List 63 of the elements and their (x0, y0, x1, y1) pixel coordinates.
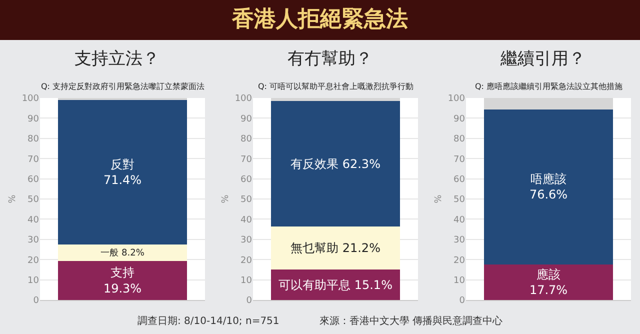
data-label: 19.3% (103, 281, 142, 296)
y-tick-label: 60 (28, 174, 40, 185)
text: 一般 8.2% (100, 248, 144, 259)
bar (271, 98, 400, 101)
y-tick-label: 100 (22, 94, 40, 104)
text: 香港人拒絕緊急法 (0, 0, 640, 40)
y-tick-label: 20 (454, 256, 466, 266)
text: 有反效果 62.3% (290, 156, 380, 171)
y-tick-label: 50 (454, 195, 466, 206)
series-label: 應該 (536, 267, 560, 282)
bar (271, 226, 400, 270)
series-label: 支持 (110, 266, 134, 280)
bar (58, 244, 187, 262)
data-label: 76.6% (529, 188, 568, 202)
y-tick-label: 10 (454, 276, 466, 286)
y-tick-label: 80 (454, 134, 466, 145)
data-label: 71.4% (103, 173, 142, 188)
text: 來源：香港中文大學 傳播與民意調查中心 (319, 314, 502, 329)
chart-title: 繼續引用？ (500, 49, 586, 70)
y-tick-label: 50 (28, 195, 40, 206)
y-tick-label: 40 (240, 215, 252, 226)
chart-title: 有冇幫助？ (288, 49, 373, 70)
bar (484, 98, 613, 110)
bar (58, 261, 187, 300)
y-tick-label: 0 (246, 296, 252, 306)
data-label: 17.7% (529, 282, 568, 297)
y-tick-label: 70 (28, 154, 40, 165)
chart-subtitle: Q: 應唔應該繼續引用緊急法設立其他措施 (475, 82, 623, 91)
y-tick-label: 100 (448, 94, 466, 104)
text: 無乜幫助 21.2% (290, 241, 380, 256)
y-tick-label: 100 (234, 94, 252, 104)
y-tick-label: 10 (240, 276, 252, 286)
y-tick-label: 70 (454, 154, 466, 165)
y-axis-title: % (434, 194, 444, 204)
text: 調查日期: 8/10-14/10; n=751 (138, 314, 280, 329)
y-tick-label: 40 (454, 215, 466, 226)
series-label: 反對 (110, 158, 134, 172)
chart-subtitle: Q: 支持定反對政府引用緊急法嚟訂立禁蒙面法 (41, 82, 205, 91)
y-tick-label: 30 (28, 236, 40, 246)
y-tick-label: 30 (240, 236, 252, 246)
y-tick-label: 80 (28, 134, 40, 145)
y-tick-label: 0 (33, 296, 40, 306)
y-axis-title: % (8, 194, 18, 204)
series-label: 唔應該 (530, 172, 566, 186)
y-tick-label: 20 (28, 256, 40, 266)
text: 可以有助平息 15.1% (278, 278, 392, 292)
y-tick-label: 10 (28, 276, 40, 286)
y-tick-label: 30 (454, 236, 466, 246)
bar (484, 264, 613, 300)
y-tick-label: 60 (240, 174, 252, 185)
y-tick-label: 20 (240, 256, 252, 266)
y-tick-label: 70 (240, 154, 252, 165)
y-tick-label: 80 (240, 134, 252, 145)
y-tick-label: 40 (28, 215, 40, 226)
y-tick-label: 90 (28, 114, 40, 124)
y-axis-title: % (221, 194, 232, 204)
y-tick-label: 90 (240, 114, 252, 124)
chart-title: 支持立法？ (74, 49, 160, 70)
y-tick-label: 90 (454, 114, 466, 124)
y-tick-label: 50 (240, 195, 252, 206)
y-tick-label: 0 (459, 296, 466, 306)
y-tick-label: 60 (454, 174, 466, 185)
chart-subtitle: Q: 可唔可以幫助平息社會上嘅激烈抗爭行動 (258, 82, 414, 91)
